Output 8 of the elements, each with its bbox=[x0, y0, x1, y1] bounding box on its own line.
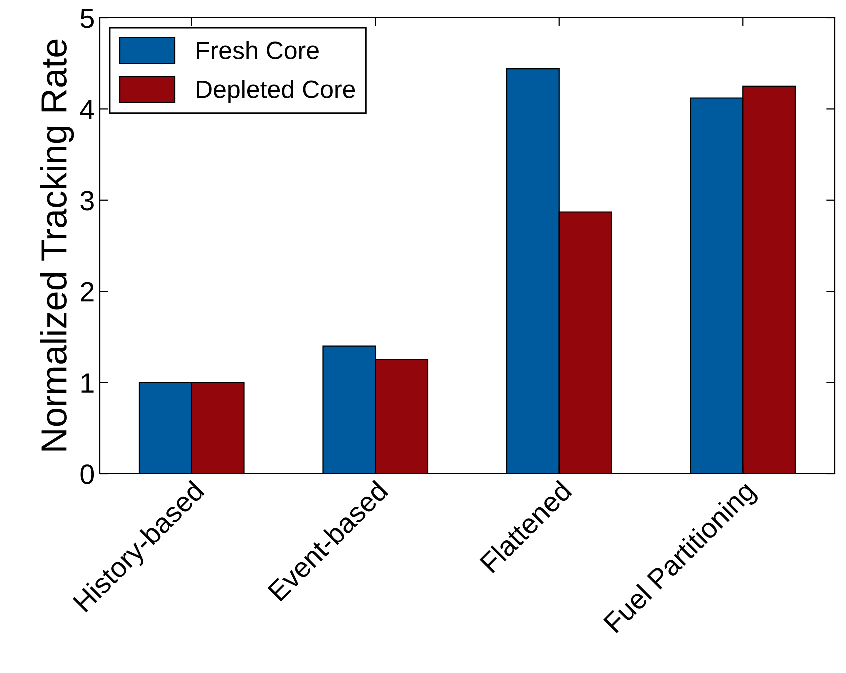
y-tick-label: 4 bbox=[80, 100, 94, 120]
y-tick-label: 1 bbox=[82, 374, 94, 393]
y-tick-label: 3 bbox=[80, 191, 94, 211]
legend-label: Depleted Core bbox=[197, 80, 356, 104]
y-axis-title: Normalized Tracking Rate bbox=[40, 40, 74, 451]
y-tick-label: 2 bbox=[81, 282, 94, 302]
y-tick-label: 5 bbox=[80, 8, 94, 28]
legend-label: Fresh Core bbox=[197, 41, 319, 60]
